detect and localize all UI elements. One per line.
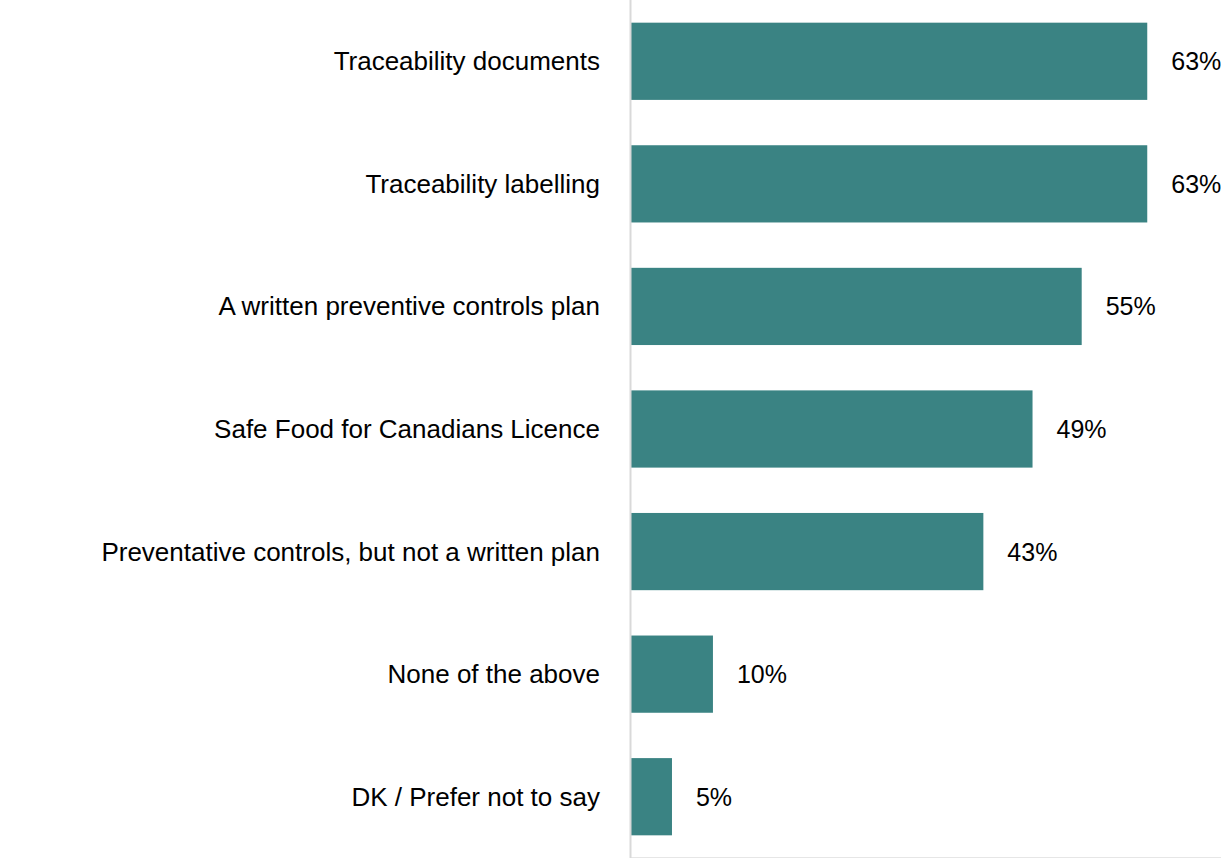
- data-label: 43%: [1007, 538, 1057, 566]
- bar: [631, 636, 713, 713]
- chart-container: 63% Traceability documents 63% Traceability…: [0, 0, 1228, 858]
- bar: [631, 145, 1147, 222]
- category-label: Traceability labelling: [365, 169, 600, 199]
- category-label: Safe Food for Canadians Licence: [214, 414, 600, 444]
- category-label: Traceability documents: [334, 46, 600, 76]
- bar: [631, 513, 983, 590]
- data-label: 10%: [737, 660, 787, 688]
- bar: [631, 23, 1147, 100]
- value-axis-line: [631, 857, 1221, 858]
- data-label: 63%: [1171, 47, 1221, 75]
- category-label: DK / Prefer not to say: [351, 782, 600, 812]
- bar: [631, 758, 672, 835]
- bars: [631, 23, 1147, 836]
- data-label: 63%: [1171, 170, 1221, 198]
- category-label: Preventative controls, but not a written…: [101, 537, 600, 567]
- category-axis-line: [630, 0, 632, 858]
- data-label: 55%: [1106, 292, 1156, 320]
- data-label: 49%: [1057, 415, 1107, 443]
- category-label: None of the above: [388, 659, 601, 689]
- chart-svg: 63% Traceability documents 63% Traceability…: [0, 0, 1228, 858]
- data-label: 5%: [696, 783, 732, 811]
- bar: [631, 390, 1033, 467]
- category-label: A written preventive controls plan: [218, 291, 600, 321]
- bar: [631, 268, 1082, 345]
